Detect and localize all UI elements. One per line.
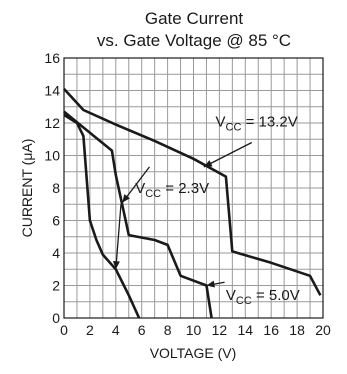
x-tick-label: 0 [60, 322, 68, 338]
annotation-subscript: CC [145, 188, 161, 200]
y-tick-label: 8 [52, 180, 60, 196]
arrow-5-0v-head [206, 280, 215, 288]
grid [64, 58, 323, 318]
plot-frame [63, 57, 324, 319]
x-tick-label: 2 [86, 322, 94, 338]
x-tick-label: 8 [164, 322, 172, 338]
annotation-value: = 13.2V [241, 113, 297, 130]
annotation-label: VCC = 5.0V [226, 287, 300, 307]
annotation-subscript: CC [236, 295, 252, 307]
annotation-base: V [226, 287, 236, 304]
x-tick-label: 16 [263, 322, 279, 338]
y-tick-label: 14 [44, 83, 60, 99]
y-tick-label: 0 [52, 310, 60, 326]
arrow-2-3v-upper-head [122, 194, 130, 203]
y-tick-label: 10 [44, 148, 60, 164]
arrow-2-3v-lower-head [112, 260, 120, 270]
annotation-arrows [112, 141, 253, 288]
series-line-1 [63, 88, 322, 296]
x-tick-label: 18 [289, 322, 305, 338]
annotation-subscript: CC [226, 121, 242, 133]
x-tick-label: 6 [138, 322, 146, 338]
annotation-value: = 5.0V [252, 287, 300, 304]
arrow-13-2v-shaft [203, 141, 253, 168]
arrow-2-3v-lower-shaft [115, 204, 122, 270]
y-tick-label: 12 [44, 115, 60, 131]
tick-labels: 0 2 4 6 8 10 12 14 16 18 20 0 2 4 6 8 10 12 14 16 [44, 50, 331, 338]
annotation-label: VCC = 13.2V [216, 113, 298, 133]
y-tick-label: 4 [52, 245, 60, 261]
y-axis-label: CURRENT (μA) [19, 139, 35, 238]
series-line-2 [63, 113, 141, 319]
x-tick-label: 20 [315, 322, 331, 338]
annotation-base: V [135, 180, 145, 197]
chart-title-line-1: Gate Current [145, 9, 244, 28]
series-lines [63, 88, 322, 319]
annotation-value: = 2.3V [161, 180, 209, 197]
annotation-label: VCC = 2.3V [135, 180, 209, 200]
x-axis-label: VOLTAGE (V) [150, 345, 237, 361]
chart-title-line-2: vs. Gate Voltage @ 85 °C [97, 31, 291, 50]
annotation-base: V [216, 113, 226, 130]
arrow-13-2v-head [203, 160, 213, 167]
x-tick-label: 4 [112, 322, 120, 338]
y-tick-label: 2 [52, 278, 60, 294]
y-tick-label: 16 [44, 50, 60, 66]
x-tick-label: 12 [212, 322, 228, 338]
x-tick-label: 10 [186, 322, 202, 338]
y-tick-label: 6 [52, 213, 60, 229]
series-line-3 [63, 110, 213, 319]
x-tick-label: 14 [238, 322, 254, 338]
